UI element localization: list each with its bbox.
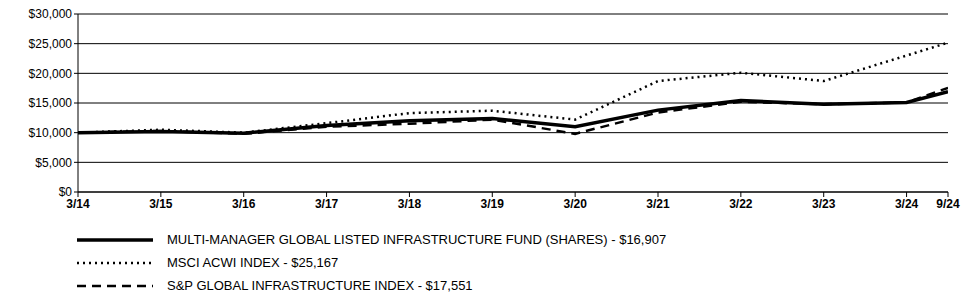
svg-text:$30,000: $30,000 xyxy=(29,7,73,21)
svg-text:$0: $0 xyxy=(59,185,73,199)
svg-text:3/19: 3/19 xyxy=(481,197,505,211)
svg-text:3/22: 3/22 xyxy=(729,197,753,211)
svg-text:$5,000: $5,000 xyxy=(35,156,72,170)
svg-text:$10,000: $10,000 xyxy=(29,126,73,140)
svg-text:3/23: 3/23 xyxy=(812,197,836,211)
svg-text:3/24: 3/24 xyxy=(895,197,919,211)
svg-text:$20,000: $20,000 xyxy=(29,67,73,81)
html-text:MSCI ACWI INDEX - $25,167: MSCI ACWI INDEX - $25,167 xyxy=(167,255,339,270)
svg-text:3/14: 3/14 xyxy=(66,196,90,211)
svg-text:3/17: 3/17 xyxy=(315,197,339,211)
svg-text:3/20: 3/20 xyxy=(563,197,587,211)
svg-text:3/21: 3/21 xyxy=(646,197,670,211)
svg-text:$15,000: $15,000 xyxy=(29,96,73,110)
svg-text:3/15: 3/15 xyxy=(149,197,173,211)
svg-text:3/16: 3/16 xyxy=(232,197,256,211)
html-text:S&P GLOBAL INFRASTRUCTURE INDE: S&P GLOBAL INFRASTRUCTURE INDEX - $17,55… xyxy=(167,278,473,293)
html-text:MULTI-MANAGER GLOBAL LISTED IN: MULTI-MANAGER GLOBAL LISTED INFRASTRUCTU… xyxy=(167,232,667,247)
svg-text:3/18: 3/18 xyxy=(398,197,422,211)
svg-text:9/24: 9/24 xyxy=(936,197,960,211)
svg-text:$25,000: $25,000 xyxy=(29,37,73,51)
